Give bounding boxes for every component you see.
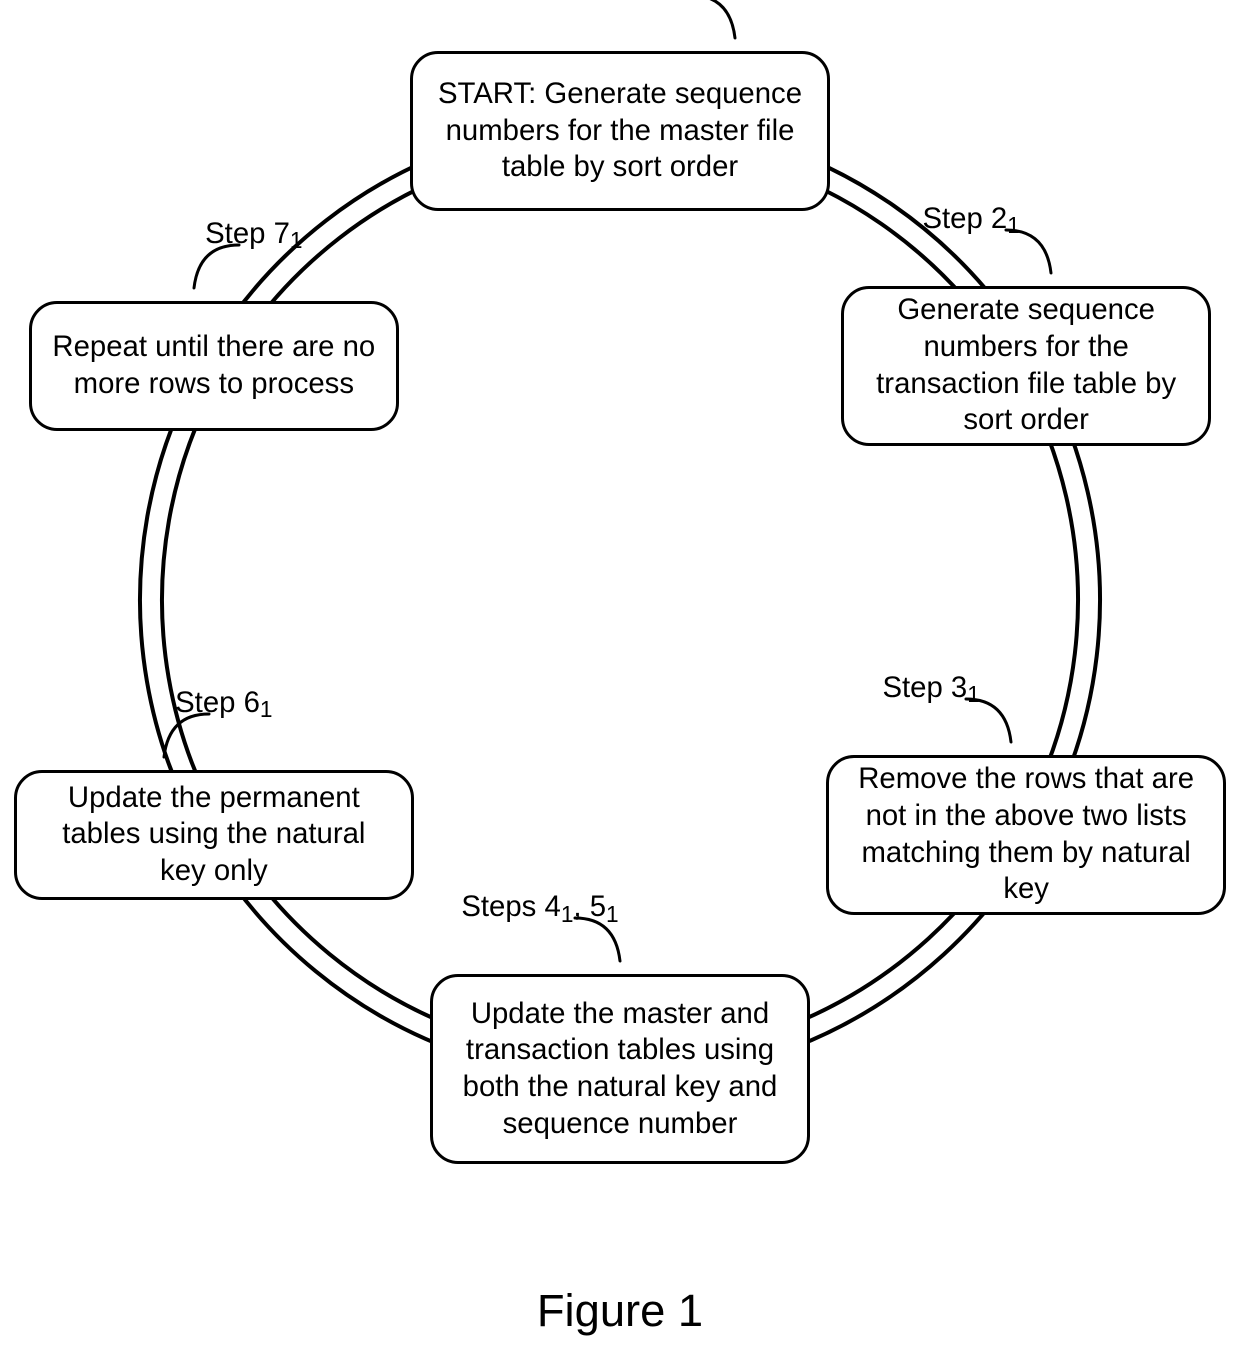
flow-node: Generate sequence numbers for the transa… (841, 286, 1211, 446)
step-label: Step 31 (882, 671, 979, 705)
step-label-text: Step 3 (882, 671, 967, 704)
flow-node-text: Remove the rows that are not in the abov… (849, 761, 1203, 908)
step-label-subscript: 1 (606, 901, 619, 927)
step-label-text: Steps 4 (461, 890, 560, 923)
step-label: Step 11 (606, 0, 703, 1)
diagram-stage: START: Generate sequence numbers for the… (0, 0, 1240, 1357)
flow-node: Repeat until there are no more rows to p… (29, 301, 399, 431)
step-label: Steps 41, 51 (461, 890, 618, 924)
step-label-subscript: 1 (1007, 212, 1020, 238)
flow-node-text: Repeat until there are no more rows to p… (52, 329, 376, 402)
step-label-text: Step 2 (922, 202, 1007, 235)
step-label-subscript: 1 (290, 227, 303, 253)
flow-node: Update the master and transaction tables… (430, 974, 810, 1164)
step-label: Step 71 (205, 217, 302, 251)
flow-node-text: Update the master and transaction tables… (453, 996, 787, 1143)
flow-node-text: Update the permanent tables using the na… (37, 780, 391, 890)
flow-node: Update the permanent tables using the na… (14, 770, 414, 900)
flow-node-text: START: Generate sequence numbers for the… (433, 76, 807, 186)
step-label-text: Step 7 (205, 217, 290, 250)
step-label-text: Step 6 (175, 686, 260, 719)
step-label-subscript: 1 (561, 901, 574, 927)
step-label-subscript: 1 (260, 696, 273, 722)
flow-node: Remove the rows that are not in the abov… (826, 755, 1226, 915)
figure-caption: Figure 1 (537, 1285, 703, 1337)
step-label-text: , 5 (573, 890, 606, 923)
flow-node: START: Generate sequence numbers for the… (410, 51, 830, 211)
step-label-subscript: 1 (691, 0, 704, 4)
step-label-subscript: 1 (967, 681, 980, 707)
step-label: Step 61 (175, 686, 272, 720)
flow-node-text: Generate sequence numbers for the transa… (864, 292, 1188, 439)
step-label: Step 21 (922, 202, 1019, 236)
